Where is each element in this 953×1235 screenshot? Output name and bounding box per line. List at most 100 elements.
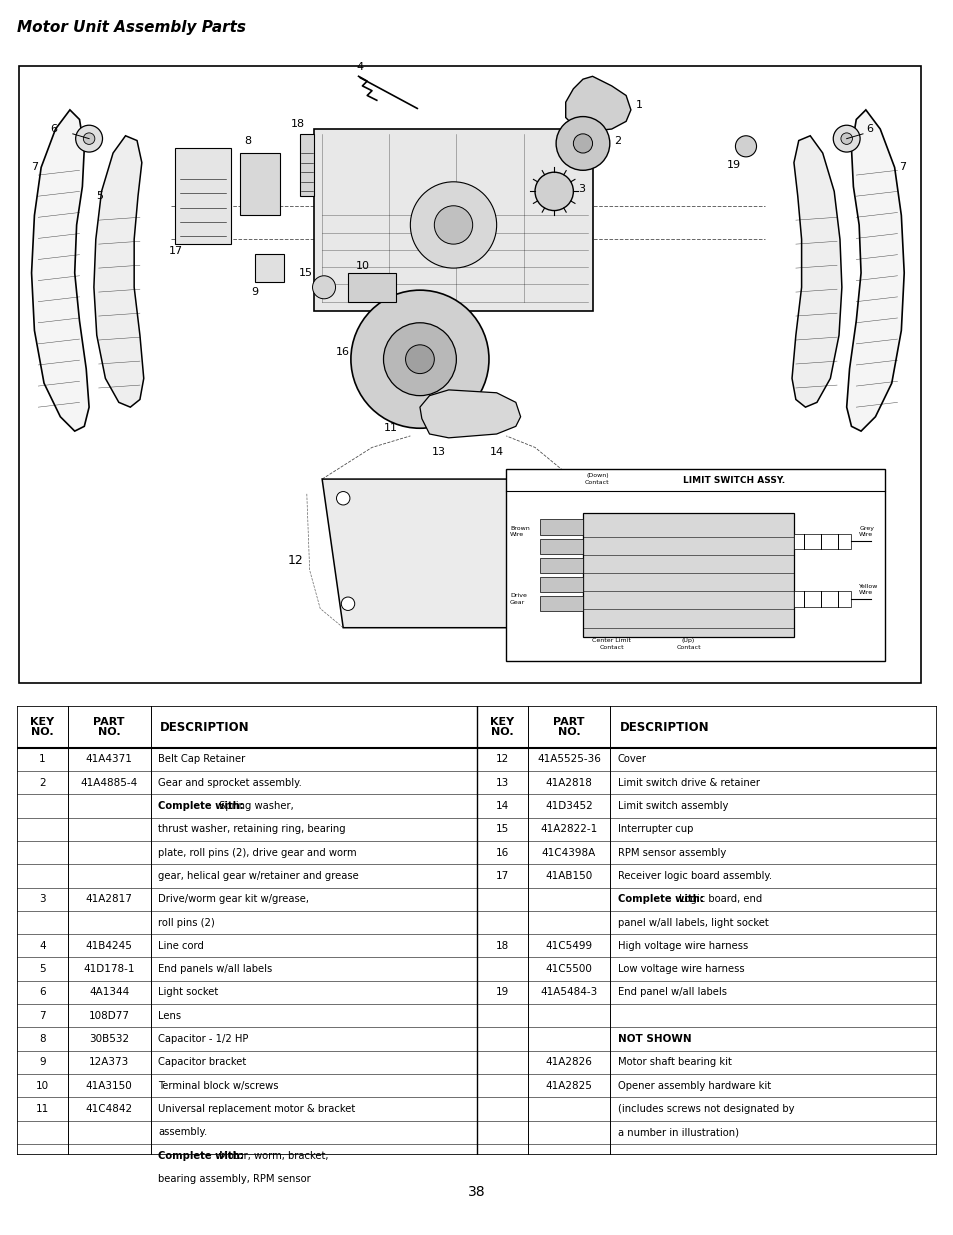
Text: 41A4371: 41A4371: [86, 755, 132, 764]
Text: plate, roll pins (2), drive gear and worm: plate, roll pins (2), drive gear and wor…: [157, 847, 356, 857]
Text: KEY
NO.: KEY NO.: [490, 716, 514, 737]
Text: Complete with:: Complete with:: [157, 1151, 244, 1161]
Text: 2: 2: [613, 136, 620, 146]
Text: 4: 4: [39, 941, 46, 951]
Text: Spring washer,: Spring washer,: [215, 802, 294, 811]
Circle shape: [83, 133, 94, 144]
Text: 10: 10: [355, 261, 369, 270]
Text: 41AB150: 41AB150: [545, 871, 592, 881]
Text: 5: 5: [95, 191, 103, 201]
Text: thrust washer, retaining ring, bearing: thrust washer, retaining ring, bearing: [157, 824, 345, 835]
Text: 8: 8: [244, 136, 251, 146]
Text: 41A5525-36: 41A5525-36: [537, 755, 600, 764]
Text: DESCRIPTION: DESCRIPTION: [159, 720, 249, 734]
Text: Receiver logic board assembly.: Receiver logic board assembly.: [617, 871, 771, 881]
Text: Light socket: Light socket: [157, 988, 218, 998]
Text: 12: 12: [287, 555, 303, 567]
Text: End panels w/all labels: End panels w/all labels: [157, 965, 272, 974]
Text: KEY
NO.: KEY NO.: [30, 716, 54, 737]
Text: 13: 13: [496, 778, 508, 788]
Text: Opener assembly hardware kit: Opener assembly hardware kit: [617, 1081, 770, 1091]
Bar: [175, 148, 231, 245]
Text: 41A2825: 41A2825: [545, 1081, 592, 1091]
Text: Brown
Wire: Brown Wire: [510, 526, 529, 537]
Text: 14: 14: [496, 802, 508, 811]
Text: 11: 11: [36, 1104, 49, 1114]
Text: (includes screws not designated by: (includes screws not designated by: [617, 1104, 794, 1114]
Text: Belt Cap Retainer: Belt Cap Retainer: [157, 755, 245, 764]
Circle shape: [573, 133, 592, 153]
Text: 108D77: 108D77: [89, 1010, 130, 1021]
Text: a number in illustration): a number in illustration): [617, 1128, 738, 1137]
Text: gear, helical gear w/retainer and grease: gear, helical gear w/retainer and grease: [157, 871, 358, 881]
Text: PART
NO.: PART NO.: [93, 716, 125, 737]
Text: Low voltage wire harness: Low voltage wire harness: [617, 965, 743, 974]
Text: 4: 4: [356, 62, 364, 72]
Circle shape: [434, 206, 472, 245]
Text: (Down)
Contact: (Down) Contact: [584, 473, 609, 484]
Text: Limit switch assembly: Limit switch assembly: [617, 802, 727, 811]
Text: assembly.: assembly.: [157, 1128, 207, 1137]
Text: Universal replacement motor & bracket: Universal replacement motor & bracket: [157, 1104, 355, 1114]
Bar: [539, 577, 582, 593]
Text: 41C4842: 41C4842: [86, 1104, 132, 1114]
Text: Cover: Cover: [617, 755, 646, 764]
Text: 41A2822-1: 41A2822-1: [539, 824, 597, 835]
Circle shape: [405, 345, 434, 374]
Bar: [539, 558, 582, 573]
Text: LIMIT SWITCH ASSY.: LIMIT SWITCH ASSY.: [682, 475, 784, 484]
Text: 16: 16: [496, 847, 508, 857]
Text: Drive/worm gear kit w/grease,: Drive/worm gear kit w/grease,: [157, 894, 309, 904]
Text: 41B4245: 41B4245: [86, 941, 132, 951]
Text: 41A3150: 41A3150: [86, 1081, 132, 1091]
Text: End panel w/all labels: End panel w/all labels: [617, 988, 726, 998]
Text: 7: 7: [30, 163, 38, 173]
Text: Motor, worm, bracket,: Motor, worm, bracket,: [215, 1151, 328, 1161]
Bar: [348, 273, 395, 301]
Text: 15: 15: [496, 824, 508, 835]
Circle shape: [410, 182, 497, 268]
Text: 11: 11: [384, 424, 397, 433]
Text: 1: 1: [635, 100, 642, 110]
Text: Limit switch drive & retainer: Limit switch drive & retainer: [617, 778, 759, 788]
Text: NOT SHOWN: NOT SHOWN: [617, 1034, 691, 1044]
Text: 17: 17: [496, 871, 508, 881]
Text: 3: 3: [578, 184, 584, 194]
Text: 7: 7: [899, 163, 905, 173]
Circle shape: [341, 597, 355, 610]
Text: Grey
Wire: Grey Wire: [859, 526, 873, 537]
Bar: [539, 520, 582, 535]
Text: Logic board, end: Logic board, end: [675, 894, 761, 904]
Text: 2: 2: [39, 778, 46, 788]
Text: 3: 3: [39, 894, 46, 904]
Bar: [314, 128, 592, 311]
Text: 7: 7: [39, 1010, 46, 1021]
Circle shape: [556, 116, 609, 170]
Circle shape: [542, 597, 556, 610]
Circle shape: [313, 275, 335, 299]
Text: 38: 38: [468, 1184, 485, 1199]
Bar: [539, 597, 582, 611]
Text: PART
NO.: PART NO.: [553, 716, 584, 737]
Text: Motor shaft bearing kit: Motor shaft bearing kit: [617, 1057, 731, 1067]
Bar: [793, 534, 851, 550]
Circle shape: [75, 125, 102, 152]
Text: RPM sensor assembly: RPM sensor assembly: [617, 847, 725, 857]
Text: 19: 19: [496, 988, 508, 998]
Text: 16: 16: [335, 347, 350, 357]
Text: 10: 10: [36, 1081, 49, 1091]
Bar: [539, 538, 582, 553]
Text: 17: 17: [168, 246, 182, 256]
Bar: [239, 153, 279, 215]
Text: 41D3452: 41D3452: [544, 802, 592, 811]
Circle shape: [383, 322, 456, 395]
Text: Center Limit
Contact: Center Limit Contact: [592, 638, 631, 650]
Circle shape: [735, 136, 756, 157]
Polygon shape: [31, 110, 89, 431]
Text: 1: 1: [39, 755, 46, 764]
Text: Capacitor - 1/2 HP: Capacitor - 1/2 HP: [157, 1034, 248, 1044]
Bar: [254, 253, 283, 283]
Text: 41A5484-3: 41A5484-3: [539, 988, 597, 998]
Text: 9: 9: [39, 1057, 46, 1067]
Text: 8: 8: [39, 1034, 46, 1044]
